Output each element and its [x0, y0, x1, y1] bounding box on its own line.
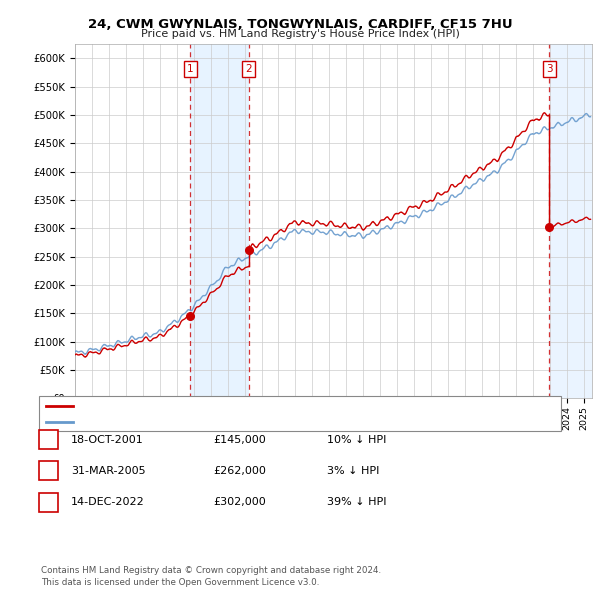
Text: 39% ↓ HPI: 39% ↓ HPI: [327, 497, 386, 507]
Text: Contains HM Land Registry data © Crown copyright and database right 2024.
This d: Contains HM Land Registry data © Crown c…: [41, 566, 381, 587]
Text: 1: 1: [45, 435, 52, 444]
Text: 24, CWM GWYNLAIS, TONGWYNLAIS, CARDIFF, CF15 7HU: 24, CWM GWYNLAIS, TONGWYNLAIS, CARDIFF, …: [88, 18, 512, 31]
Text: 2: 2: [245, 64, 252, 74]
Text: 1: 1: [187, 64, 194, 74]
Text: Price paid vs. HM Land Registry's House Price Index (HPI): Price paid vs. HM Land Registry's House …: [140, 29, 460, 39]
Text: 3: 3: [45, 497, 52, 507]
Text: 3% ↓ HPI: 3% ↓ HPI: [327, 466, 379, 476]
Text: 3: 3: [546, 64, 553, 74]
Text: 14-DEC-2022: 14-DEC-2022: [71, 497, 145, 507]
Text: £145,000: £145,000: [213, 435, 266, 444]
Text: 18-OCT-2001: 18-OCT-2001: [71, 435, 143, 444]
Text: HPI: Average price, detached house, Cardiff: HPI: Average price, detached house, Card…: [77, 417, 295, 427]
Text: £262,000: £262,000: [213, 466, 266, 476]
Text: 24, CWM GWYNLAIS, TONGWYNLAIS, CARDIFF, CF15 7HU (detached house): 24, CWM GWYNLAIS, TONGWYNLAIS, CARDIFF, …: [77, 401, 454, 411]
Bar: [190, 44, 249, 398]
Text: £302,000: £302,000: [213, 497, 266, 507]
Text: 31-MAR-2005: 31-MAR-2005: [71, 466, 145, 476]
Text: 2: 2: [45, 466, 52, 476]
Bar: [549, 44, 592, 398]
Text: 10% ↓ HPI: 10% ↓ HPI: [327, 435, 386, 444]
